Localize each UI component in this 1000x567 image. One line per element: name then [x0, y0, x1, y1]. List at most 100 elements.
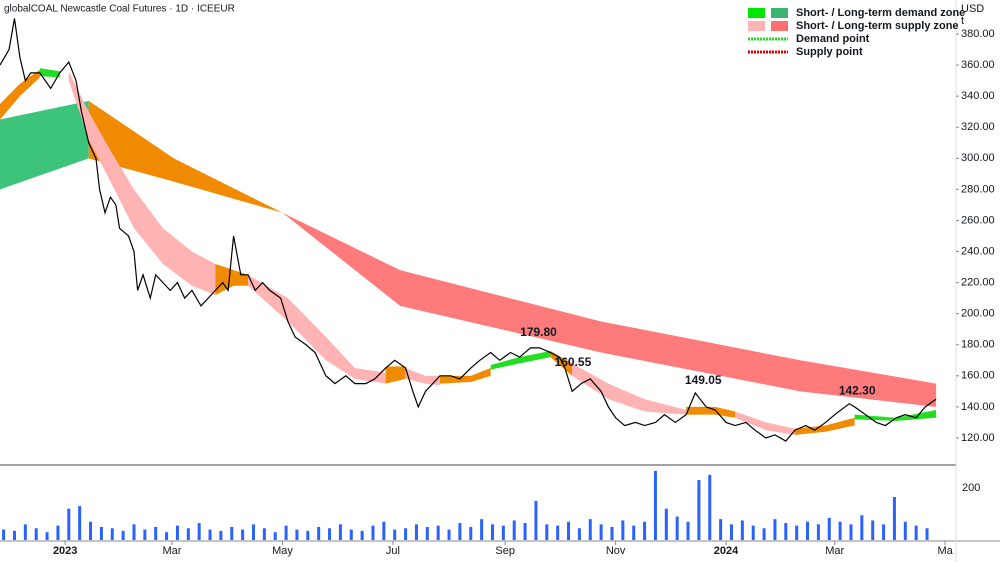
volume-bar: [241, 529, 245, 540]
y-tick-label: 260.00: [961, 214, 995, 226]
volume-bar: [914, 525, 918, 540]
legend-label: Short- / Long-term supply zone: [796, 20, 959, 32]
volume-bar: [632, 525, 636, 540]
volume-bar: [338, 524, 342, 540]
volume-bar: [795, 525, 799, 540]
volume-bar: [89, 521, 93, 540]
volume-bar: [371, 525, 375, 540]
volume-bar: [567, 521, 571, 540]
y-tick-label: 220.00: [961, 277, 995, 289]
volume-tick-label: 200: [962, 482, 980, 494]
volume-bar: [414, 524, 418, 540]
volume-bar: [501, 525, 505, 540]
volume-bar: [751, 525, 755, 540]
volume-bar: [99, 526, 103, 540]
volume-bar: [545, 524, 549, 540]
volume-bar: [436, 525, 440, 540]
y-tick-label: 280.00: [961, 183, 995, 195]
y-tick-label: 360.00: [961, 59, 995, 71]
volume-bar: [306, 530, 310, 540]
volume-bar: [12, 530, 16, 540]
volume-bar: [708, 474, 712, 540]
volume-bar: [67, 508, 71, 540]
legend-swatch: [771, 21, 788, 31]
volume-bar: [349, 529, 353, 540]
volume-bar: [686, 521, 690, 540]
volume-bar: [577, 528, 581, 540]
volume-bar: [740, 520, 744, 540]
volume-bar: [458, 523, 462, 540]
x-tick-label: Ma: [937, 545, 953, 557]
volume-bar: [143, 529, 147, 540]
volume-bar: [512, 520, 516, 540]
legend-swatch: [748, 21, 765, 31]
volume-bar: [56, 525, 60, 540]
y-tick-label: 200.00: [961, 308, 995, 320]
legend-label: Supply point: [796, 46, 863, 58]
volume-bar: [675, 516, 679, 540]
volume-bar: [599, 524, 603, 540]
volume-bar: [251, 524, 255, 540]
volume-bar: [816, 524, 820, 540]
volume-bar: [34, 528, 38, 540]
volume-bar: [425, 526, 429, 540]
chart-title: globalCOAL Newcastle Coal Futures · 1D ·…: [4, 4, 235, 15]
y-tick-label: 380.00: [961, 28, 995, 40]
volume-bar: [643, 521, 647, 540]
volume-bar: [860, 515, 864, 540]
volume-bar: [230, 526, 234, 540]
x-tick-label: Nov: [606, 545, 626, 557]
volume-bar: [197, 523, 201, 540]
volume-bar: [121, 530, 125, 540]
y-tick-label: 160.00: [961, 370, 995, 382]
volume-bar: [23, 524, 27, 540]
legend-swatch: [771, 8, 788, 18]
volume-bar: [404, 528, 408, 540]
zone: [490, 350, 551, 370]
zone: [0, 69, 40, 120]
zone: [794, 417, 855, 435]
x-tick-label: Mar: [825, 545, 844, 557]
volume-bar: [154, 526, 158, 540]
volume-bar: [208, 529, 212, 540]
volume-bar: [317, 526, 321, 540]
x-tick-label: 2024: [714, 545, 739, 557]
volume-bar: [784, 523, 788, 540]
zone: [39, 68, 60, 78]
volume-bar: [45, 532, 49, 540]
zone: [439, 368, 491, 384]
zone: [68, 71, 216, 296]
volume-bar: [219, 530, 223, 540]
volume-bar: [653, 470, 657, 540]
x-tick-label: Jul: [386, 545, 400, 557]
volume-bar: [2, 529, 6, 540]
zone: [88, 100, 283, 213]
volume-bar: [838, 521, 842, 540]
volume-bar: [469, 526, 473, 540]
zone: [686, 406, 736, 418]
zone: [385, 366, 406, 384]
y-unit: USD: [961, 3, 984, 15]
volume-bar: [773, 519, 777, 540]
legend-label: Demand point: [796, 33, 870, 45]
volume-bar: [664, 508, 668, 540]
y-unit: t: [961, 15, 964, 27]
volume-bar: [186, 528, 190, 540]
volume-bar: [360, 530, 364, 540]
zone: [0, 100, 89, 190]
annotation: 142.30: [839, 383, 876, 397]
volume-bar: [882, 524, 886, 540]
annotation: 179.80: [520, 325, 557, 339]
volume-bar: [719, 519, 723, 540]
volume-bar: [393, 529, 397, 540]
zone: [550, 350, 573, 376]
volume-bar: [556, 525, 560, 540]
zone: [215, 263, 249, 296]
volume-bar: [382, 521, 386, 540]
x-tick-label: May: [272, 545, 293, 557]
volume-bar: [328, 528, 332, 540]
volume-bar: [697, 480, 701, 540]
legend-swatch: [748, 8, 765, 18]
zone: [735, 411, 795, 435]
